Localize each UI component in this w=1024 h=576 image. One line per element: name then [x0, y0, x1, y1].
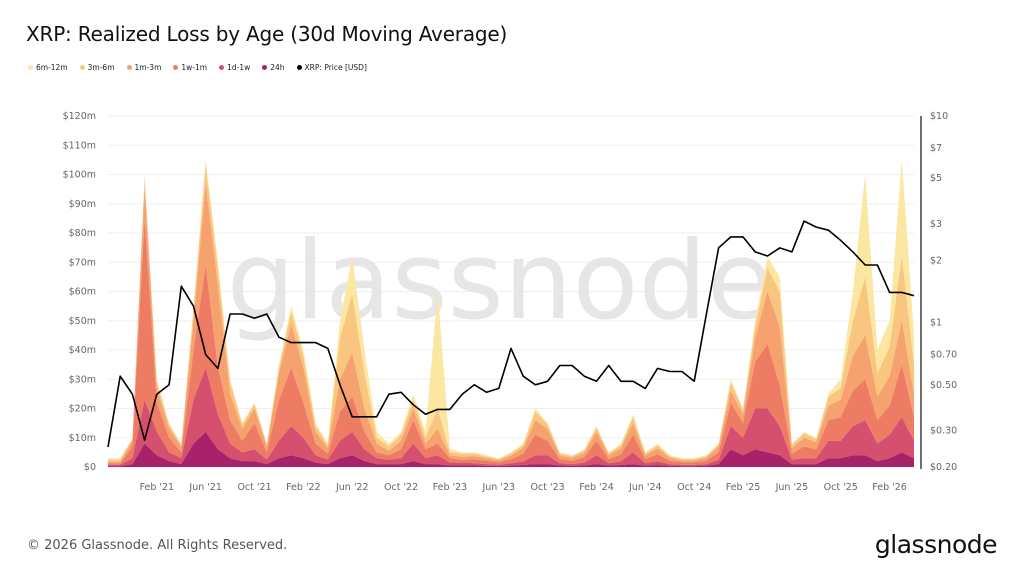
legend-label: 3m-6m — [87, 63, 115, 72]
x-tick-label: Jun '24 — [628, 482, 662, 493]
y-left-tick-label: $10m — [69, 433, 96, 444]
x-tick-label: Jun '23 — [481, 482, 515, 493]
x-tick-label: Oct '25 — [824, 482, 858, 493]
legend-swatch — [262, 65, 268, 70]
y-right-tick-label: $2 — [930, 255, 942, 266]
y-left-tick-label: $70m — [69, 257, 96, 268]
x-tick-label: Oct '23 — [531, 482, 565, 493]
y-left-tick-label: $100m — [63, 170, 96, 181]
y-right-tick-label: $10 — [930, 111, 948, 122]
legend-swatch — [219, 65, 225, 70]
legend-item-3m-6m[interactable]: 3m-6m — [79, 63, 115, 72]
legend-item-1m-3m[interactable]: 1m-3m — [126, 63, 162, 72]
area-24h — [108, 431, 914, 467]
legend-item-6m-12m[interactable]: 6m-12m — [28, 63, 68, 72]
y-right-tick-label: $0.20 — [930, 462, 957, 473]
legend-label: 1m-3m — [134, 63, 162, 72]
x-tick-label: Oct '24 — [677, 482, 711, 493]
stacked-areas — [108, 159, 914, 467]
copyright: © 2026 Glassnode. All Rights Reserved. — [27, 538, 288, 553]
area-1w-1m — [108, 218, 914, 465]
x-tick-label: Jun '21 — [188, 482, 222, 493]
x-tick-label: Feb '24 — [579, 482, 614, 493]
y-left-tick-label: $80m — [69, 228, 96, 239]
y-left-tick-label: $120m — [63, 111, 96, 122]
y-right-tick-label: $1 — [930, 318, 942, 329]
y-left-tick-label: $0 — [84, 462, 96, 473]
legend-swatch — [296, 65, 302, 70]
legend-swatch — [126, 65, 132, 70]
x-tick-label: Oct '22 — [384, 482, 418, 493]
x-tick-label: Jun '22 — [335, 482, 369, 493]
x-tick-label: Oct '21 — [237, 482, 271, 493]
legend-label: 24h — [270, 63, 285, 72]
legend-swatch — [28, 65, 33, 70]
y-left-tick-label: $20m — [69, 404, 96, 415]
legend-label: 6m-12m — [36, 63, 68, 72]
legend-item-1w-1m[interactable]: 1w-1m — [173, 63, 207, 72]
y-right-tick-label: $0.70 — [930, 350, 957, 361]
x-tick-label: Feb '25 — [726, 482, 761, 493]
y-right-tick-label: $3 — [930, 219, 942, 230]
y-left-tick-label: $90m — [69, 199, 96, 210]
legend-label: 1w-1m — [181, 63, 208, 72]
legend-swatch — [173, 65, 179, 70]
y-right-tick-label: $0.50 — [930, 380, 957, 391]
y-left-tick-label: $30m — [69, 374, 96, 385]
legend-item-price[interactable]: XRP: Price [USD] — [296, 63, 367, 72]
axes: $0 $10m $20m $30m $40m $50m $60m $70m $80m $90m $1… — [63, 111, 958, 493]
x-tick-label: Feb '22 — [286, 482, 321, 493]
y-left-tick-label: $60m — [69, 287, 96, 298]
y-right-tick-label: $7 — [930, 143, 942, 154]
chart-title: XRP: Realized Loss by Age (30d Moving Av… — [26, 22, 508, 46]
legend-item-1d-1w[interactable]: 1d-1w — [219, 63, 250, 72]
legend-item-24h[interactable]: 24h — [262, 63, 285, 72]
y-right-tick-label: $0.30 — [930, 426, 957, 437]
x-tick-label: Feb '23 — [433, 482, 468, 493]
price-line-group — [107, 220, 915, 448]
x-tick-label: Jun '25 — [775, 482, 809, 493]
watermark: glassnode — [227, 219, 774, 344]
glassnode-logo: glassnode — [874, 530, 998, 559]
price-line — [107, 220, 915, 448]
legend-label: 1d-1w — [227, 63, 251, 72]
legend-label: XRP: Price [USD] — [304, 63, 367, 72]
area-1d-1w — [108, 367, 914, 467]
y-left-tick-label: $40m — [69, 345, 96, 356]
y-right-tick-label: $5 — [930, 173, 942, 184]
x-tick-label: Feb '26 — [872, 482, 907, 493]
legend-swatch — [79, 65, 85, 70]
y-left-tick-label: $50m — [69, 316, 96, 327]
legend: 6m-12m 3m-6m 1m-3m 1w-1m 1d-1w 24h XRP: … — [28, 63, 367, 72]
y-left-tick-label: $110m — [63, 140, 96, 151]
x-tick-label: Feb '21 — [140, 482, 175, 493]
